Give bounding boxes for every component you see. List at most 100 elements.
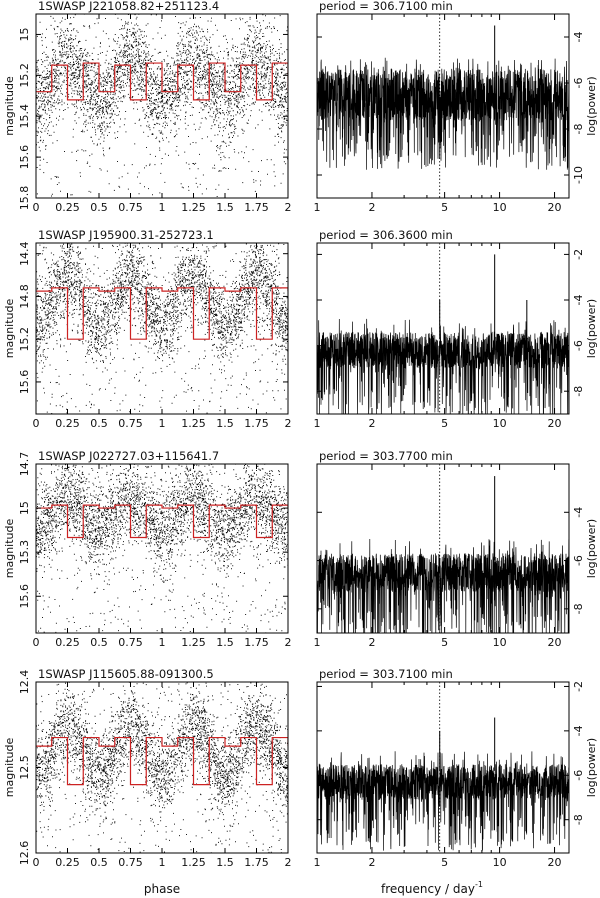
periodogram-panel-1: period = 306.7100 min 1 2 5 10 20 -4 -6 -8 -10 log…	[314, 0, 598, 214]
x-tick-label: 1	[314, 201, 321, 214]
x-tick-label: 0	[33, 856, 40, 869]
y-tick-label: 15.6	[18, 584, 31, 609]
y-tick-label: -6	[572, 555, 585, 566]
x-tick-label: 2	[368, 417, 375, 430]
x-tick-label: 1.25	[181, 201, 206, 214]
periodogram-noise-line	[317, 318, 569, 414]
lightcurve-title-2: 1SWASP J195900.31-252723.1	[38, 228, 214, 242]
periodogram-panel-3: period = 303.7700 min 1 2 5 10 20 -4 -6 -8 log(po…	[314, 449, 598, 649]
lightcurve-panel-3: 1SWASP J022727.03+115641.7 0 0.25 0.5 0.75 1 1…	[3, 449, 292, 649]
x-tick-label: 1.75	[244, 417, 269, 430]
x-tick-label: 0.75	[118, 201, 143, 214]
periodogram-noise-line	[317, 538, 569, 633]
x-tick-label: 0.5	[90, 856, 108, 869]
y-tick-label: -4	[572, 725, 585, 736]
y-tick-label: 12.5	[18, 755, 31, 780]
y-tick-label: 15	[18, 501, 31, 515]
periodogram-spectrum-2	[317, 254, 569, 414]
x-tick-label: 0.5	[90, 417, 108, 430]
x-tick-label: 2	[368, 856, 375, 869]
x-tick-label: 0	[33, 201, 40, 214]
y-tick-label: -2	[572, 249, 585, 260]
y-tick-label: -6	[572, 78, 585, 89]
y-tick-label: 15.6	[18, 370, 31, 395]
lightcurve-title-4: 1SWASP J115605.88-091300.5	[38, 667, 214, 681]
y-tick-label: -4	[572, 295, 585, 306]
x-tick-label: 1.5	[216, 201, 234, 214]
periodogram-frame-1	[316, 13, 570, 199]
x-axis-label-phase: phase	[144, 882, 180, 896]
x-tick-label: 1	[314, 417, 321, 430]
x-axis-label-frequency-text: frequency / day	[381, 882, 475, 896]
x-tick-label: 10	[493, 856, 507, 869]
lightcurve-panel-4: 1SWASP J115605.88-091300.5 0 0.25 0.5 0.75 1 1…	[3, 667, 292, 869]
x-tick-label: 5	[441, 201, 448, 214]
x-tick-label: 1	[159, 417, 166, 430]
x-tick-label: 5	[441, 856, 448, 869]
lightcurve-points-2	[36, 243, 288, 414]
x-tick-label: 0.25	[55, 417, 80, 430]
x-tick-label: 0.75	[118, 417, 143, 430]
y-axis-label-magnitude: magnitude	[3, 76, 16, 136]
x-tick-label: 0.5	[90, 201, 108, 214]
x-tick-label: 1.25	[181, 856, 206, 869]
y-tick-label: 15	[18, 27, 31, 41]
x-tick-label: 1.25	[181, 636, 206, 649]
y-tick-label: 15.2	[18, 327, 31, 352]
periodogram-frame-2	[316, 242, 570, 415]
x-tick-label: 5	[441, 636, 448, 649]
x-tick-label: 20	[548, 201, 562, 214]
periodogram-frame-3	[316, 463, 570, 634]
lightcurve-fit-line-3	[36, 504, 288, 539]
lightcurve-points-path	[36, 464, 288, 633]
lightcurve-fit-line-4	[36, 736, 288, 786]
periodogram-title-1: period = 306.7100 min	[319, 0, 453, 13]
lightcurve-panel-2: 1SWASP J195900.31-252723.1 0 0.25 0.5 0.75 1 1…	[3, 228, 292, 430]
x-tick-label: 1	[314, 856, 321, 869]
x-tick-label: 20	[548, 856, 562, 869]
periodogram-panel-2: period = 306.3600 min 1 2 5 10 20 -2 -4 -6 -8 log(…	[314, 228, 598, 430]
y-tick-label: -8	[572, 386, 585, 397]
y-tick-label: 12.4	[18, 670, 31, 695]
lightcurve-frame-4	[35, 681, 289, 854]
y-tick-label: 14.7	[18, 452, 31, 477]
x-tick-label: 10	[493, 636, 507, 649]
x-tick-label: 1.75	[244, 636, 269, 649]
x-tick-label: 1.5	[216, 636, 234, 649]
y-axis-label-magnitude: magnitude	[3, 519, 16, 579]
lightcurve-points-path	[36, 243, 288, 414]
y-tick-label: 15.3	[18, 540, 31, 565]
y-tick-label: 12.6	[18, 841, 31, 866]
periodogram-title-3: period = 303.7700 min	[319, 449, 453, 463]
lightcurve-fit-line-2	[36, 287, 288, 340]
y-tick-label: -8	[572, 814, 585, 825]
x-tick-label: 2	[285, 856, 292, 869]
panels-layer: 1SWASP J221058.82+251123.4 0 0.25 0.5 0.75 1 1…	[3, 0, 598, 869]
x-tick-label: 10	[493, 417, 507, 430]
periodogram-noise-line	[317, 751, 569, 851]
x-tick-label: 1.75	[244, 856, 269, 869]
periodogram-frame-4	[316, 681, 570, 854]
y-tick-label: -8	[572, 603, 585, 614]
x-tick-label: 1.5	[216, 417, 234, 430]
lightcurve-panel-1: 1SWASP J221058.82+251123.4 0 0.25 0.5 0.75 1 1…	[3, 0, 292, 214]
y-tick-label: -6	[572, 770, 585, 781]
y-tick-label: 15.6	[18, 145, 31, 170]
lightcurve-title-1: 1SWASP J221058.82+251123.4	[38, 0, 219, 13]
y-tick-label: 14.4	[18, 241, 31, 266]
periodogram-title-2: period = 306.3600 min	[319, 228, 453, 242]
x-tick-label: 20	[548, 636, 562, 649]
lightcurve-frame-3	[35, 463, 289, 634]
lightcurve-points-4	[36, 682, 288, 853]
lightcurve-points-3	[36, 464, 288, 633]
lightcurve-fit-line-1	[36, 62, 288, 101]
x-tick-label: 1	[159, 856, 166, 869]
y-tick-label: -4	[572, 32, 585, 43]
x-tick-label: 20	[548, 417, 562, 430]
y-tick-label: 14.8	[18, 284, 31, 309]
x-tick-label: 1	[159, 636, 166, 649]
x-tick-label: 2	[368, 636, 375, 649]
x-tick-label: 2	[285, 636, 292, 649]
y-axis-label-logpower: log(power)	[585, 299, 598, 358]
